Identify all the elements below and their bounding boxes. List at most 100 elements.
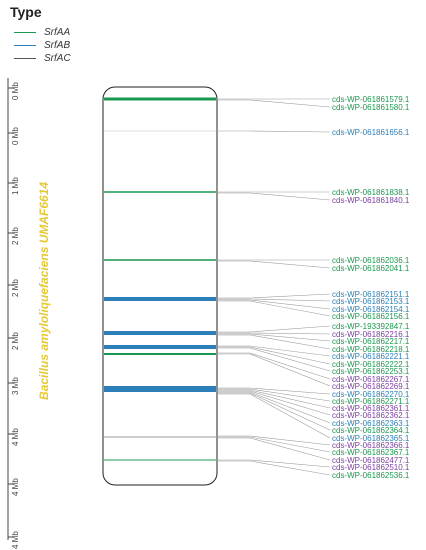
organism-label: Bacillus amyloliquefaciens UMAF6614 (37, 182, 51, 400)
gene-connector (217, 352, 331, 380)
chromosome-band (104, 97, 216, 101)
legend-swatch-srfaa (14, 32, 36, 33)
gene-label: cds-WP-061861838.1 (332, 188, 410, 197)
chromosome-band (104, 459, 216, 461)
gene-connector (217, 436, 331, 453)
gene-label: cds-WP-061862366.1 (332, 441, 410, 450)
gene-label: cds-WP-061862222.1 (332, 360, 410, 369)
axis-tick-label: 2 Mb (11, 332, 20, 350)
gene-label: cds-WP-061862036.1 (332, 256, 410, 265)
gene-label: cds-WP-061862041.1 (332, 264, 410, 273)
gene-label: cds-WP-061862365.1 (332, 434, 410, 443)
gene-connector (217, 293, 331, 299)
gene-label: cds-WP-061861579.1 (332, 95, 410, 104)
gene-label: cds-WP-061861656.1 (332, 128, 410, 137)
legend-item-srfac: SrfAC (10, 52, 71, 65)
gene-connector (217, 393, 331, 439)
gene-connector (217, 300, 331, 317)
gene-label: cds-WP-061862253.1 (332, 367, 410, 376)
axis-tick-label: 3 Mb (11, 377, 20, 395)
gene-connector (217, 333, 331, 342)
legend: Type SrfAA SrfAB SrfAC (10, 4, 71, 65)
gene-label: cds-WP-061862269.1 (332, 382, 410, 391)
axis-tick-label: 1 Mb (11, 177, 20, 195)
gene-connector (217, 260, 331, 269)
gene-connector (217, 387, 331, 395)
gene-connector (217, 325, 331, 333)
axis-tick-label: 4 Mb (11, 428, 20, 446)
legend-item-srfaa: SrfAA (10, 26, 71, 39)
axis-tick-label: 0 Mb (11, 127, 20, 145)
chromosome-band (104, 345, 216, 349)
axis-tick-label: 2 Mb (11, 227, 20, 245)
gene-connector (217, 299, 331, 310)
gene-label: cds-WP-061861840.1 (332, 196, 410, 205)
chromosome-band (104, 436, 216, 438)
legend-item-srfab: SrfAB (10, 39, 71, 52)
gene-connector (217, 437, 331, 461)
gene-label: cds-WP-061862267.1 (332, 375, 410, 384)
gene-connector (217, 391, 331, 424)
gene-connector (217, 99, 331, 108)
connector-lines (217, 98, 331, 476)
legend-label-srfac: SrfAC (44, 53, 71, 64)
gene-label: cds-WP-061862510.1 (332, 463, 410, 472)
gene-connector (217, 347, 331, 372)
gene-label: cds-WP-061862367.1 (332, 448, 410, 457)
chromosome-band (104, 331, 216, 335)
gene-label: cds-WP-061862536.1 (332, 471, 410, 480)
legend-label-srfab: SrfAB (44, 40, 71, 51)
gene-label: cds-WP-061862363.1 (332, 419, 410, 428)
legend-title: Type (10, 4, 42, 20)
gene-label: cds-WP-061862477.1 (332, 456, 410, 465)
gene-label: cds-WP-061862217.1 (332, 337, 410, 346)
gene-connector (217, 346, 331, 365)
axis-tick-label: 4 Mb (11, 531, 20, 549)
axis-tick-label: 2 Mb (11, 279, 20, 297)
legend-swatch-srfab (14, 45, 36, 46)
gene-connector (217, 332, 331, 335)
gene-label: cds-WP-061862271.1 (332, 397, 410, 406)
axis-tick-label: 4 Mb (11, 478, 20, 496)
gene-label: cds-WP-061861580.1 (332, 103, 410, 112)
gene-connector (217, 390, 331, 416)
gene-label: cds-WP-061862216.1 (332, 330, 410, 339)
chromosome-bands (104, 97, 216, 461)
axis-tick-label: 0 Mb (11, 82, 20, 100)
chromosome-band (104, 297, 216, 301)
gene-label: cds-WP-061862221.1 (332, 352, 410, 361)
gene-label: cds-WP-061862156.1 (332, 312, 410, 321)
gene-connector (217, 435, 331, 446)
legend-label-srfaa: SrfAA (44, 27, 71, 38)
genome-axis: 0 Mb 0 Mb 1 Mb 2 Mb 2 Mb 2 Mb 3 Mb 4 Mb 4 Mb 4 Mb (7, 78, 20, 549)
gene-label: cds-WP-061862270.1 (332, 390, 410, 399)
gene-label: cds-WP-061862364.1 (332, 426, 410, 435)
gene-connector (217, 353, 331, 387)
gene-label: cds-WP-061862218.1 (332, 345, 410, 354)
chromosome-band (104, 191, 216, 193)
gene-label: cds-WP-061862362.1 (332, 411, 410, 420)
gene-connector (217, 334, 331, 350)
legend-swatch-srfac (14, 58, 36, 59)
gene-connector (217, 392, 331, 431)
chromosome-band (104, 353, 216, 355)
gene-connector (217, 389, 331, 409)
chromosome-band (104, 130, 216, 132)
gene-connector (217, 130, 331, 133)
gene-label: cds-WP-061862153.1 (332, 297, 410, 306)
chromosome-band (104, 259, 216, 261)
gene-label: cds-WP-061862151.1 (332, 290, 410, 299)
gene-connector (217, 192, 331, 201)
gene-label: cds-WP-061862154.1 (332, 305, 410, 314)
chromosome-band (104, 386, 216, 392)
gene-connector (217, 345, 331, 357)
chromosome-body (102, 86, 218, 486)
gene-label: cds-WP-193392847.1 (332, 322, 410, 331)
gene-connector (217, 388, 331, 402)
gene-connector (217, 459, 331, 468)
gene-label: cds-WP-061862361.1 (332, 404, 410, 413)
gene-connector (217, 298, 331, 302)
gene-connector (217, 460, 331, 476)
